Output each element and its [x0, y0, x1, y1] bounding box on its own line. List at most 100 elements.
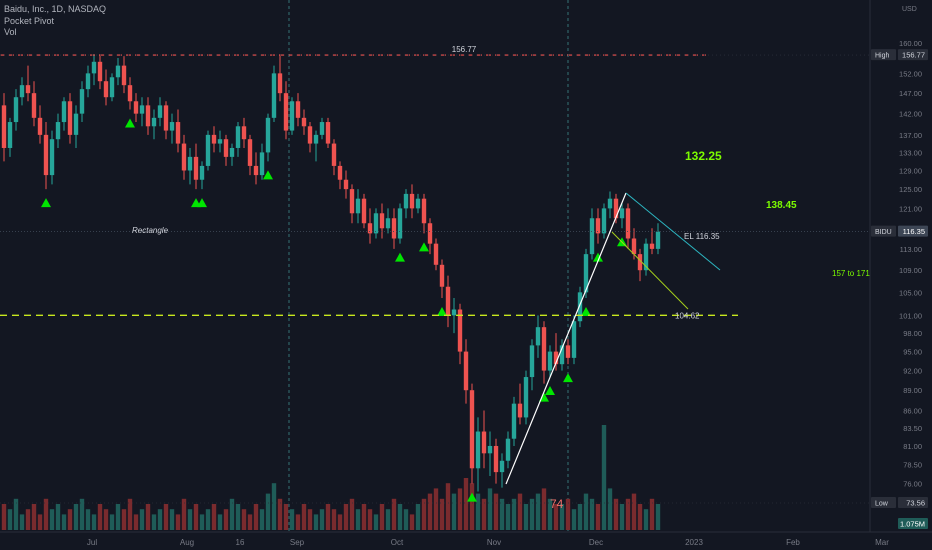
volume-bar-102: [613, 498, 619, 530]
volume-bar-4: [25, 509, 31, 530]
volume-bar-35: [211, 504, 217, 530]
volume-value-text: 1.075M: [900, 520, 925, 529]
low-badge-value-box: [898, 497, 928, 508]
candle-body-98: [589, 218, 595, 255]
volume-bar-12: [73, 504, 79, 530]
volume-bar-96: [577, 504, 583, 530]
volume-bar-1: [7, 509, 13, 530]
candle-body-18: [109, 77, 115, 98]
candle-body-64: [385, 218, 391, 229]
volume-bar-47: [283, 504, 289, 530]
low-badge-tag: [871, 497, 896, 508]
price-tick-label-11: 109.00: [899, 266, 922, 275]
volume-bars: [1, 425, 661, 530]
pocket-pivot-marker-8: [467, 492, 477, 502]
volume-bar-9: [55, 504, 61, 530]
volume-bar-44: [265, 493, 271, 530]
pocket-pivot-marker-1: [125, 118, 135, 128]
volume-bar-48: [289, 509, 295, 530]
volume-value-box: [898, 518, 928, 529]
volume-bar-22: [133, 514, 139, 530]
volume-bar-25: [151, 514, 157, 530]
target-label-3: 157 to 171: [832, 269, 870, 278]
price-tick-label-4: 137.00: [899, 131, 922, 140]
volume-bar-74: [445, 483, 451, 530]
candle-body-89: [535, 327, 541, 346]
candle-body-38: [229, 147, 235, 157]
pocket-pivot-marker-5: [395, 252, 405, 262]
volume-bar-26: [157, 509, 163, 530]
candle-body-57: [343, 179, 349, 190]
volume-bar-79: [475, 493, 481, 530]
candle-body-102: [613, 198, 619, 219]
candle-body-63: [379, 213, 385, 229]
price-tick-label-3: 142.00: [899, 110, 922, 119]
volume-bar-78: [469, 483, 475, 530]
volume-bar-90: [541, 488, 547, 530]
candle-body-51: [307, 126, 313, 144]
candle-body-20: [121, 65, 127, 86]
volume-bar-38: [229, 498, 235, 530]
volume-bar-37: [223, 509, 229, 530]
pocket-pivot-markers: [41, 118, 627, 502]
price-tick-label-7: 125.00: [899, 185, 922, 194]
candle-body-87: [523, 377, 529, 418]
price-tick-label-19: 83.50: [903, 424, 922, 433]
candle-body-8: [49, 139, 55, 176]
volume-bar-56: [337, 514, 343, 530]
volume-bar-8: [49, 509, 55, 530]
candle-body-43: [259, 152, 265, 176]
candle-body-26: [157, 105, 163, 118]
uptrend-line: [505, 192, 627, 485]
volume-bar-50: [301, 504, 307, 530]
candle-body-101: [607, 198, 613, 209]
volume-bar-7: [43, 498, 49, 530]
volume-bar-70: [421, 498, 427, 530]
volume-bar-36: [217, 514, 223, 530]
candle-body-16: [97, 61, 103, 82]
pocket-pivot-marker-12: [581, 307, 591, 317]
volume-bar-62: [373, 514, 379, 530]
candle-body-84: [505, 438, 511, 461]
el-label: EL 116.35: [684, 232, 720, 241]
volume-bar-24: [145, 504, 151, 530]
time-tick-label-0: Jul: [87, 538, 97, 547]
volume-bar-92: [553, 504, 559, 530]
volume-bar-106: [637, 504, 643, 530]
indicator-volume[interactable]: Vol: [4, 27, 17, 37]
volume-bar-93: [559, 504, 565, 530]
candle-body-9: [55, 122, 61, 140]
volume-bar-39: [235, 504, 241, 530]
candle-body-5: [31, 93, 37, 118]
volume-bar-51: [307, 509, 313, 530]
price-tick-label-8: 121.00: [899, 204, 922, 213]
channel-lower-line: [611, 231, 689, 310]
pocket-pivot-marker-4: [263, 170, 273, 180]
candle-body-25: [151, 117, 157, 127]
candle-body-36: [217, 139, 223, 144]
volume-bar-97: [583, 493, 589, 530]
candle-body-71: [427, 223, 433, 244]
low-badge-tag-text: Low: [875, 501, 889, 508]
volume-bar-2: [13, 498, 19, 530]
volume-bar-30: [181, 498, 187, 530]
pocket-pivot-marker-6: [419, 242, 429, 252]
volume-bar-27: [163, 504, 169, 530]
indicator-pocket-pivot[interactable]: Pocket Pivot: [4, 15, 55, 26]
volume-bar-21: [127, 498, 133, 530]
volume-bar-19: [115, 504, 121, 530]
candle-body-77: [463, 351, 469, 391]
high-badge-tag-text: High: [875, 53, 890, 60]
candle-body-1: [7, 122, 13, 148]
candle-body-44: [265, 117, 271, 153]
candle-body-15: [91, 61, 97, 74]
candle-body-35: [211, 134, 217, 144]
candle-body-83: [499, 460, 505, 473]
candle-body-105: [631, 238, 637, 255]
candle-body-65: [391, 218, 397, 239]
symbol-title[interactable]: Baidu, Inc., 1D, NASDAQ: [4, 4, 107, 14]
volume-bar-61: [367, 509, 373, 530]
time-tick-label-6: Dec: [589, 538, 603, 547]
candle-body-29: [175, 122, 181, 144]
